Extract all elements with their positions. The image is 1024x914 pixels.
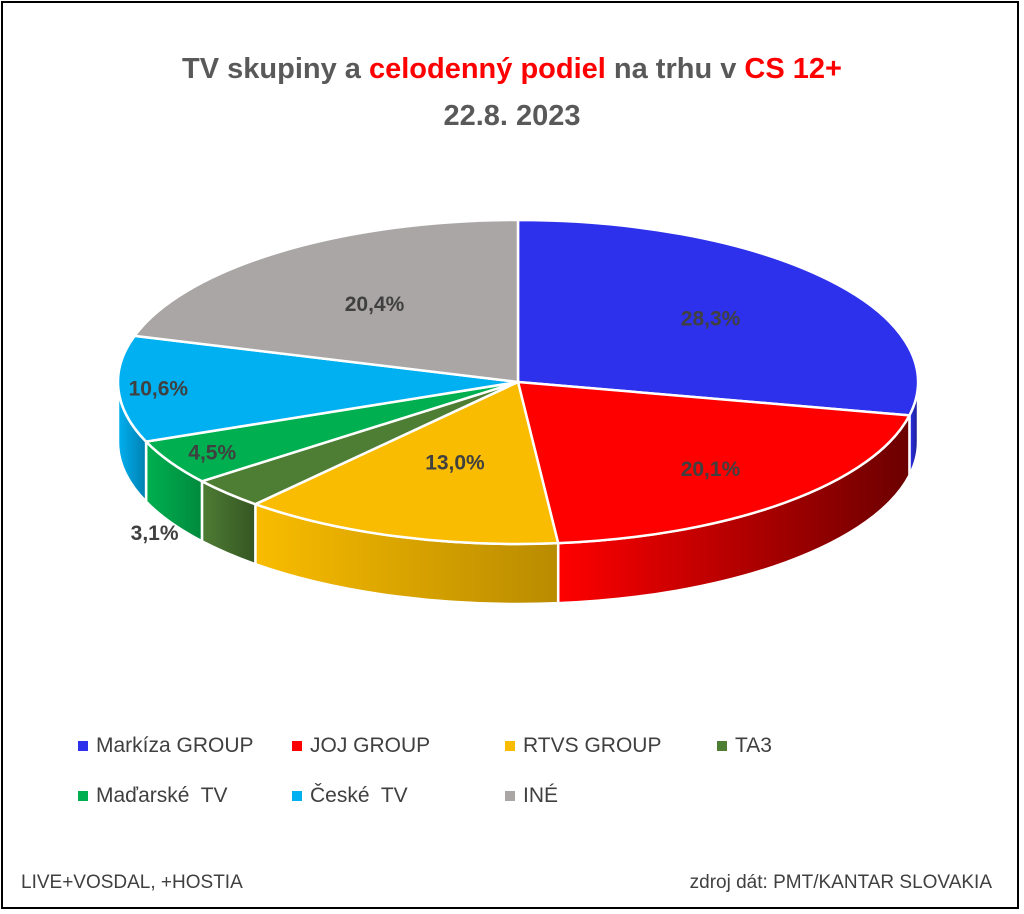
pie-label-ta3: 3,1% bbox=[131, 522, 179, 545]
pie-label-rtvs-group: 13,0% bbox=[425, 451, 485, 474]
pie-label-ine: 20,4% bbox=[345, 293, 405, 316]
pie-slice-ine bbox=[133, 218, 520, 384]
chart-title: TV skupiny a celodenný podiel na trhu v … bbox=[182, 53, 842, 85]
footer-source: zdroj dát: PMT/KANTAR SLOVAKIA bbox=[689, 872, 992, 893]
pie-slice-ceske-tv bbox=[116, 334, 520, 443]
pie-label-ceske-tv: 10,6% bbox=[129, 377, 189, 400]
pie-slice-joj-group bbox=[516, 380, 911, 545]
pie-slice-rtvs-group bbox=[254, 380, 560, 546]
footer-note: LIVE+VOSDAL, +HOSTIA bbox=[21, 872, 243, 893]
pie-label-madarske-tv: 4,5% bbox=[188, 442, 236, 465]
pie-label-joj-group: 20,1% bbox=[681, 458, 741, 481]
pie-slice-markiza-group bbox=[516, 218, 920, 417]
pie-label-markiza-group: 28,3% bbox=[681, 308, 741, 331]
chart-subtitle: 22.8. 2023 bbox=[443, 100, 581, 132]
